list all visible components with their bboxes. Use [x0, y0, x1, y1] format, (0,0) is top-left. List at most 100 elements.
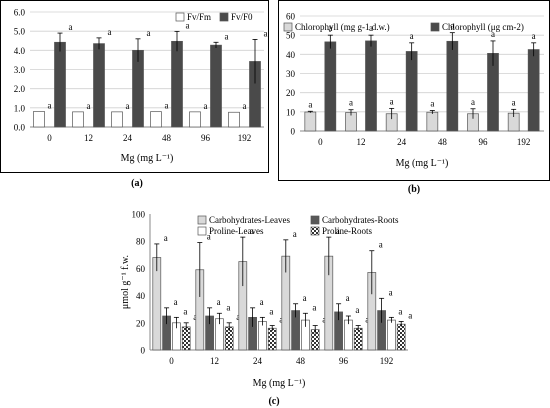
chart-a-y-tick-label: 3.0 [14, 65, 26, 75]
chart-c-significance-label: a [346, 293, 350, 303]
chart-b-y-tick-label: 0 [291, 127, 296, 137]
chart-a-legend-label: Fv/Fm [187, 12, 211, 22]
chart-c-significance-label: a [193, 312, 197, 322]
chart-c-y-tick-label: 60 [136, 264, 146, 274]
chart-c-x-tick-label: 24 [253, 356, 263, 366]
panel-c-carbohydrate-proline-chart: 0 20 40 60 80 100 0 a a a a 12 a a a a 24 a a a a 48 a a a a 96 a a a… [0, 196, 550, 408]
chart-c-y-axis-label: μmol g⁻¹ f.w. [120, 255, 131, 309]
chart-a-bar [93, 43, 105, 128]
chart-b-legend-label: Chlorophyll (μg cm-2) [442, 22, 524, 32]
chart-c-significance-label: a [389, 287, 393, 297]
chart-b-significance-label: a [491, 29, 495, 39]
chart-b-significance-label: a [532, 31, 536, 41]
chart-c-bar [353, 327, 363, 351]
chart-b-x-tick-label: 96 [479, 137, 489, 147]
chart-b-legend-swatch [430, 22, 440, 32]
chart-a-legend-label: Fv/F0 [231, 12, 253, 22]
chart-a-y-tick-label: 1.0 [14, 103, 26, 113]
chart-c-significance-label: a [365, 315, 369, 325]
chart-a-bar [171, 40, 183, 128]
chart-c-significance-label: a [379, 240, 383, 250]
chart-c-x-tick-label: 96 [339, 356, 349, 366]
chart-b-significance-label: a [369, 23, 373, 33]
chart-c-significance-label: a [408, 310, 412, 320]
chart-a-x-tick-label: 12 [84, 133, 93, 143]
chart-c-significance-label: a [312, 302, 316, 312]
chart-a-legend-swatch [219, 12, 229, 22]
chart-b-x-tick-label: 192 [517, 137, 531, 147]
chart-b-bar [324, 41, 337, 132]
chart-b-x-tick-label: 12 [357, 137, 366, 147]
chart-a-x-axis-label: Mg (mg L⁻¹) [121, 153, 174, 164]
chart-c-significance-label: a [226, 302, 230, 312]
chart-c-significance-label: a [269, 306, 273, 316]
chart-b-x-tick-label: 0 [318, 137, 323, 147]
chart-a-significance-label: a [87, 101, 91, 111]
chart-c-bar [344, 319, 353, 351]
chart-a-bar [54, 41, 66, 128]
chart-a-significance-label: a [264, 28, 268, 38]
chart-a-x-tick-label: 0 [47, 133, 52, 143]
chart-b-significance-label: a [328, 23, 332, 33]
chart-a-x-tick-label: 192 [238, 133, 252, 143]
chart-c-significance-label: a [322, 315, 326, 325]
chart-a-bar [228, 111, 240, 128]
chart-b-x-axis-label: Mg (mg L⁻¹) [396, 158, 449, 169]
chart-b-y-tick-label: 50 [286, 31, 296, 41]
chart-c-significance-label: a [183, 306, 187, 316]
chart-c-legend-label: Proline-Leaves [209, 226, 264, 236]
chart-c-legend-swatch [197, 226, 207, 236]
chart-c-y-tick-label: 40 [136, 291, 146, 301]
panel-a-fluorescence-chart: 0.0 1.0 2.0 3.0 4.0 5.0 6.0 0 a a 12 a a 24 a a 48 a a 96 a a… [0, 0, 276, 196]
chart-a-significance-label: a [225, 31, 229, 41]
chart-c-legend-label: Proline-Roots [322, 226, 372, 236]
chart-c-panel-label: (c) [268, 396, 279, 407]
chart-a-y-tick-label: 4.0 [14, 46, 26, 56]
chart-b-significance-label: a [430, 98, 434, 108]
chart-a-significance-label: a [108, 27, 112, 37]
chart-c-bar [387, 319, 396, 351]
chart-c-legend-swatch [197, 215, 207, 225]
chart-c-bar [267, 327, 277, 351]
chart-b-significance-label: a [349, 98, 353, 108]
chart-a-y-tick-label: 6.0 [14, 8, 26, 18]
chart-c-significance-label: a [236, 312, 240, 322]
chart-b-significance-label: a [308, 99, 312, 109]
chart-b-bar [365, 40, 377, 132]
chart-b-y-tick-label: 30 [286, 69, 296, 79]
chart-c-x-tick-label: 192 [380, 356, 394, 366]
chart-a-bar [210, 44, 222, 128]
chart-a-significance-label: a [147, 28, 151, 38]
chart-c-significance-label: a [293, 229, 297, 239]
chart-b-bar [426, 111, 439, 132]
chart-b-bar [405, 51, 418, 132]
chart-c-x-axis-label: Mg (mg L⁻¹) [253, 378, 306, 389]
chart-b-y-tick-label: 60 [286, 12, 296, 22]
chart-c-y-tick-label: 20 [136, 318, 146, 328]
chart-a-significance-label: a [165, 101, 169, 111]
chart-a-significance-label: a [186, 20, 190, 30]
chart-c-significance-label: a [260, 297, 264, 307]
chart-a-x-tick-label: 24 [123, 133, 133, 143]
chart-a-y-tick-label: 2.0 [14, 84, 26, 94]
chart-c-significance-label: a [303, 293, 307, 303]
chart-c-y-tick-label: 100 [132, 210, 146, 220]
chart-c-significance-label: a [164, 233, 168, 243]
chart-b-y-tick-label: 10 [286, 107, 296, 117]
chart-b-x-tick-label: 48 [438, 137, 448, 147]
chart-a-svg: 0.0 1.0 2.0 3.0 4.0 5.0 6.0 0 a a 12 a a 24 a a 48 a a 96 a a… [0, 0, 269, 189]
chart-b-significance-label: a [471, 97, 475, 107]
chart-c-significance-label: a [336, 226, 340, 236]
chart-c-legend-swatch [310, 226, 320, 236]
chart-c-x-tick-label: 0 [169, 356, 174, 366]
chart-c-significance-label: a [217, 297, 221, 307]
chart-c-significance-label: a [398, 306, 402, 316]
chart-a-x-tick-label: 96 [201, 133, 211, 143]
chart-c-y-tick-label: 80 [136, 237, 146, 247]
chart-a-bar [150, 111, 162, 128]
chart-a-frame [0, 0, 269, 173]
chart-b-y-tick-label: 40 [286, 50, 296, 60]
chart-b-significance-label: a [512, 97, 516, 107]
chart-b-significance-label: a [390, 96, 394, 106]
chart-c-bar [152, 257, 162, 351]
